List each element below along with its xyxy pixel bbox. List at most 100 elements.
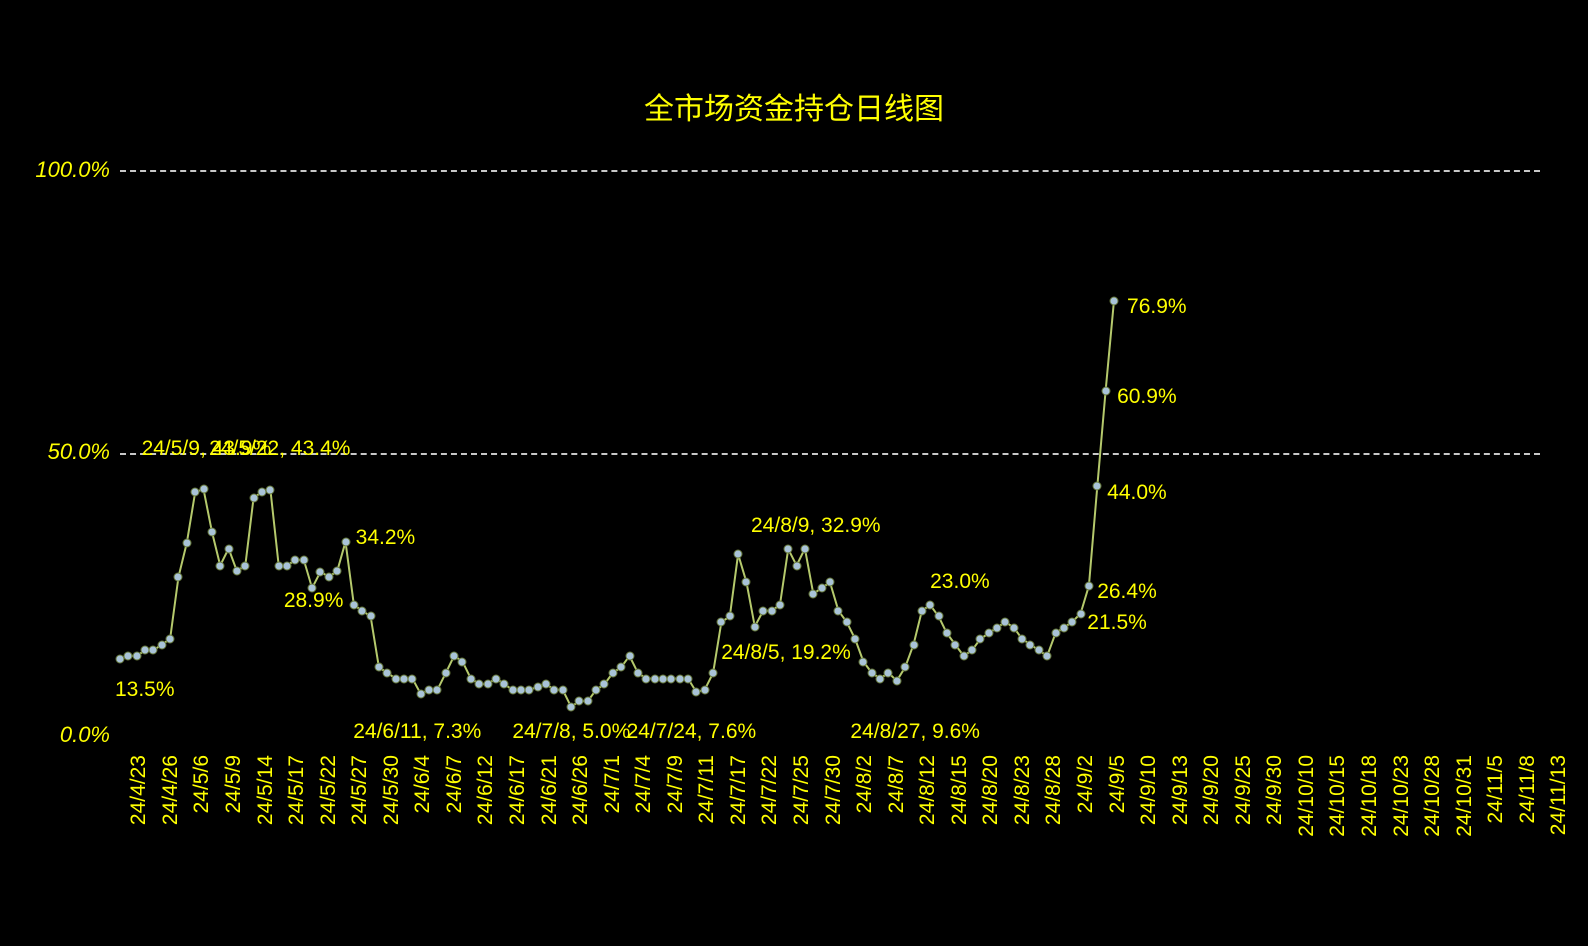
data-marker — [617, 663, 626, 672]
xaxis-label: 24/5/27 — [348, 755, 372, 885]
xaxis-label: 24/10/28 — [1421, 755, 1445, 885]
data-marker — [625, 651, 634, 660]
data-marker — [157, 640, 166, 649]
data-marker — [684, 674, 693, 683]
data-marker — [926, 601, 935, 610]
data-marker — [558, 685, 567, 694]
yaxis-label: 0.0% — [10, 722, 110, 748]
data-marker — [901, 663, 910, 672]
data-marker — [725, 612, 734, 621]
data-marker — [909, 640, 918, 649]
data-marker — [700, 685, 709, 694]
xaxis-label: 24/5/17 — [285, 755, 309, 885]
data-marker — [750, 622, 759, 631]
data-line — [120, 301, 1114, 707]
data-marker — [324, 572, 333, 581]
xaxis-label: 24/8/15 — [948, 755, 972, 885]
data-marker — [959, 651, 968, 660]
gridline — [120, 453, 1540, 455]
data-marker — [934, 612, 943, 621]
yaxis-label: 100.0% — [10, 157, 110, 183]
xaxis-label: 24/8/12 — [916, 755, 940, 885]
data-marker — [742, 578, 751, 587]
xaxis-label: 24/7/17 — [727, 755, 751, 885]
xaxis-label: 24/8/20 — [979, 755, 1003, 885]
xaxis-label: 24/11/8 — [1516, 755, 1540, 885]
data-marker — [232, 567, 241, 576]
xaxis-label: 24/7/25 — [790, 755, 814, 885]
data-marker — [784, 545, 793, 554]
plot-area: 13.5%24/5/9, 43.9%24/5/22, 43.4%28.9%34.… — [120, 170, 1540, 735]
xaxis-label: 24/6/12 — [474, 755, 498, 885]
data-marker — [917, 606, 926, 615]
data-marker — [174, 572, 183, 581]
xaxis-label: 24/11/13 — [1547, 755, 1571, 885]
data-marker — [767, 606, 776, 615]
xaxis-label: 24/9/5 — [1106, 755, 1130, 885]
data-marker — [800, 544, 809, 553]
data-marker — [717, 618, 726, 627]
xaxis-label: 24/11/5 — [1484, 755, 1508, 885]
data-marker — [132, 651, 141, 660]
data-marker — [207, 527, 216, 536]
data-marker — [600, 680, 609, 689]
data-marker — [1009, 623, 1018, 632]
data-marker — [567, 702, 576, 711]
data-marker — [876, 674, 885, 683]
xaxis-label: 24/8/23 — [1011, 755, 1035, 885]
data-marker — [283, 561, 292, 570]
data-marker — [1093, 482, 1102, 491]
data-marker — [592, 685, 601, 694]
data-marker — [826, 578, 835, 587]
yaxis-label: 50.0% — [10, 439, 110, 465]
data-marker — [1043, 651, 1052, 660]
xaxis-label: 24/4/26 — [159, 755, 183, 885]
xaxis-label: 24/5/22 — [317, 755, 341, 885]
xaxis-label: 24/6/21 — [538, 755, 562, 885]
xaxis-label: 24/7/11 — [695, 755, 719, 885]
data-marker — [976, 634, 985, 643]
xaxis-label: 24/5/9 — [222, 755, 246, 885]
data-marker — [308, 584, 317, 593]
data-marker — [834, 606, 843, 615]
data-marker — [266, 485, 275, 494]
xaxis-label: 24/9/20 — [1200, 755, 1224, 885]
xaxis-label: 24/7/22 — [758, 755, 782, 885]
data-marker — [583, 697, 592, 706]
data-marker — [1076, 609, 1085, 618]
xaxis-label: 24/4/23 — [127, 755, 151, 885]
chart-title: 全市场资金持仓日线图 — [0, 84, 1588, 128]
data-marker — [333, 567, 342, 576]
xaxis-label: 24/5/30 — [380, 755, 404, 885]
xaxis-label: 24/10/23 — [1390, 755, 1414, 885]
data-marker — [1068, 618, 1077, 627]
xaxis-label: 24/6/7 — [443, 755, 467, 885]
data-marker — [299, 555, 308, 564]
xaxis-label: 24/7/1 — [601, 755, 625, 885]
data-marker — [951, 640, 960, 649]
data-marker — [942, 629, 951, 638]
data-marker — [859, 657, 868, 666]
data-marker — [366, 612, 375, 621]
data-marker — [224, 544, 233, 553]
gridline — [120, 170, 1540, 172]
data-marker — [734, 550, 743, 559]
data-marker — [842, 618, 851, 627]
data-marker — [792, 561, 801, 570]
xaxis-label: 24/8/7 — [885, 755, 909, 885]
data-marker — [1110, 296, 1119, 305]
xaxis-label: 24/5/14 — [254, 755, 278, 885]
data-marker — [817, 584, 826, 593]
data-marker — [408, 674, 417, 683]
data-marker — [433, 685, 442, 694]
xaxis-label: 24/6/26 — [569, 755, 593, 885]
data-marker — [892, 676, 901, 685]
xaxis-label: 24/5/6 — [190, 755, 214, 885]
data-marker — [1051, 629, 1060, 638]
xaxis-label: 24/9/25 — [1232, 755, 1256, 885]
data-marker — [249, 493, 258, 502]
data-marker — [199, 485, 208, 494]
xaxis-label: 24/8/28 — [1042, 755, 1066, 885]
chart-container: 全市场资金持仓日线图 13.5%24/5/9, 43.9%24/5/22, 43… — [0, 0, 1588, 946]
data-marker — [993, 623, 1002, 632]
